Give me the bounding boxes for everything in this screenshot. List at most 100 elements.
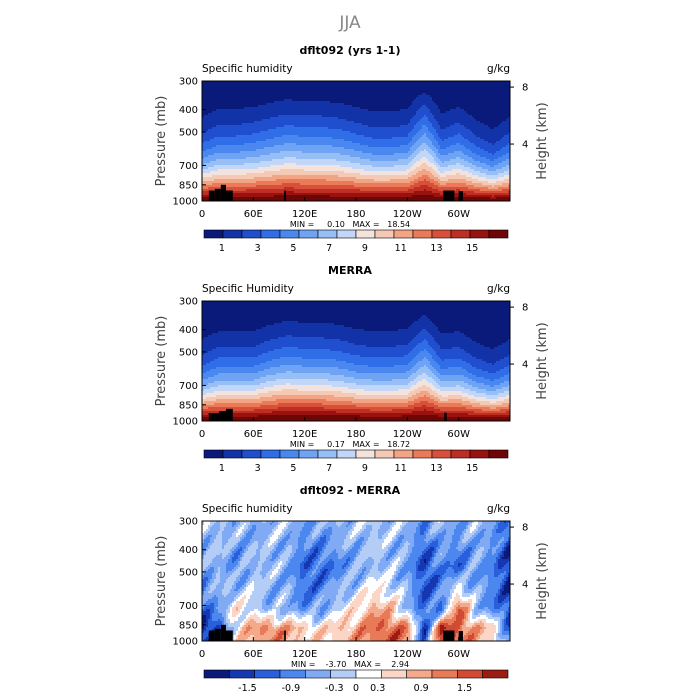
colorbar-label: 0.3 xyxy=(370,683,385,694)
colorbar-label: -1.5 xyxy=(238,683,257,694)
colorbar-label: 0 xyxy=(353,683,359,694)
x-tick-label: 0 xyxy=(199,429,205,440)
colorbar-swatch xyxy=(393,229,414,239)
colorbar-swatch xyxy=(374,229,395,239)
variable-label: Specific humidity xyxy=(202,503,293,515)
colorbar-swatch xyxy=(317,229,338,239)
y-tick-label: 700 xyxy=(179,381,198,392)
colorbar-swatch xyxy=(241,229,262,239)
colorbar-swatch xyxy=(279,229,300,239)
y-tick-label: 700 xyxy=(179,601,198,612)
colorbar-swatch xyxy=(279,669,306,679)
variable-label: Specific humidity xyxy=(202,63,293,75)
y-tick-label: 850 xyxy=(179,180,198,191)
topography-mask xyxy=(220,624,226,641)
colorbar-swatch xyxy=(279,449,300,459)
y-tick-label: 500 xyxy=(179,347,198,358)
y-tick-label: 500 xyxy=(179,567,198,578)
colorbar-label: 7 xyxy=(326,243,332,254)
variable-label: Specific Humidity xyxy=(202,283,294,295)
y-tick-label: 300 xyxy=(179,297,198,308)
colorbar-label: 0.9 xyxy=(414,683,429,694)
colorbar-label: 5 xyxy=(290,463,296,474)
colorbar-label: -0.3 xyxy=(325,683,344,694)
y-tick-label: 400 xyxy=(179,105,198,116)
min-max-stats: MIN = -3.70 MAX = 2.94 xyxy=(291,660,409,669)
y-axis-title: Pressure (mb) xyxy=(154,536,169,627)
topography-mask xyxy=(208,630,215,641)
x-tick-label: 120E xyxy=(292,209,317,220)
colorbar-label: 1 xyxy=(219,463,225,474)
x-tick-label: 60W xyxy=(447,209,470,220)
y-tick-label: 500 xyxy=(179,127,198,138)
y-tick-label: 300 xyxy=(179,517,198,528)
topography-mask xyxy=(208,190,215,201)
colorbar-label: 7 xyxy=(326,463,332,474)
colorbar-swatch xyxy=(317,449,338,459)
colorbar-swatch xyxy=(450,449,471,459)
y-tick-label: 1000 xyxy=(173,637,198,648)
y-tick-label: 300 xyxy=(179,77,198,88)
figure-title: JJA xyxy=(338,13,361,33)
x-tick-label: 0 xyxy=(199,209,205,220)
colorbar-label: 1 xyxy=(219,243,225,254)
x-tick-label: 0 xyxy=(199,649,205,660)
colorbar-label: 11 xyxy=(395,243,407,254)
x-tick-label: 180 xyxy=(346,209,365,220)
height-tick-label: 4 xyxy=(522,140,528,151)
x-tick-label: 120W xyxy=(393,649,422,660)
colorbar-swatch xyxy=(450,229,471,239)
colorbar: -1.5 -0.9 -0.3 0 0.3 0.9 1.5 xyxy=(203,669,509,694)
heatmap-field xyxy=(202,301,511,422)
colorbar-label: 13 xyxy=(430,463,442,474)
topography-mask xyxy=(225,408,233,421)
colorbar-label: 9 xyxy=(362,243,368,254)
colorbar-swatch xyxy=(355,229,376,239)
right-axis-title: Height (km) xyxy=(535,102,550,179)
colorbar-swatch xyxy=(355,449,376,459)
colorbar-swatch xyxy=(431,449,452,459)
colorbar-swatch xyxy=(431,229,452,239)
colorbar-swatch xyxy=(406,669,433,679)
y-tick-label: 400 xyxy=(179,325,198,336)
heatmap-field xyxy=(202,521,511,642)
colorbar-label: 13 xyxy=(430,243,442,254)
x-tick-label: 120W xyxy=(393,209,422,220)
colorbar-swatch xyxy=(412,229,433,239)
colorbar-label: 3 xyxy=(255,243,261,254)
colorbar-swatch xyxy=(412,449,433,459)
height-tick-label: 8 xyxy=(522,523,528,534)
min-max-stats: MIN = 0.17 MAX = 18.72 xyxy=(290,440,410,449)
colorbar-label: 3 xyxy=(255,463,261,474)
height-tick-label: 4 xyxy=(522,580,528,591)
colorbar-label: 15 xyxy=(466,463,478,474)
topography-mask xyxy=(284,630,286,641)
colorbar-swatch xyxy=(305,669,331,679)
topography-mask xyxy=(225,190,233,201)
y-tick-label: 850 xyxy=(179,400,198,411)
colorbar-swatch xyxy=(222,449,243,459)
colorbar-swatch xyxy=(431,669,458,679)
colorbar-swatch xyxy=(203,449,224,459)
colorbar-swatch xyxy=(260,449,281,459)
colorbar-swatch xyxy=(469,449,490,459)
colorbar-label: 15 xyxy=(466,243,478,254)
units-label: g/kg xyxy=(487,283,510,295)
min-max-stats: MIN = 0.10 MAX = 18.54 xyxy=(290,220,410,229)
height-tick-label: 8 xyxy=(522,83,528,94)
x-tick-label: 60W xyxy=(447,429,470,440)
colorbar-swatch xyxy=(336,449,357,459)
topography-mask xyxy=(443,630,455,641)
y-tick-label: 700 xyxy=(179,161,198,172)
colorbar: 1 3 5 7 9 11 13 15 xyxy=(203,449,509,474)
panel-3: dflt092 - MERRA Specific humidity g/kg 0 60E… xyxy=(154,484,550,694)
height-tick-label: 4 xyxy=(522,360,528,371)
x-tick-label: 120E xyxy=(292,429,317,440)
topography-mask xyxy=(284,190,286,201)
topography-mask xyxy=(458,631,463,641)
colorbar-label: 5 xyxy=(290,243,296,254)
x-tick-label: 60E xyxy=(244,649,263,660)
colorbar-swatch xyxy=(488,229,509,239)
colorbar-swatch xyxy=(229,669,255,679)
